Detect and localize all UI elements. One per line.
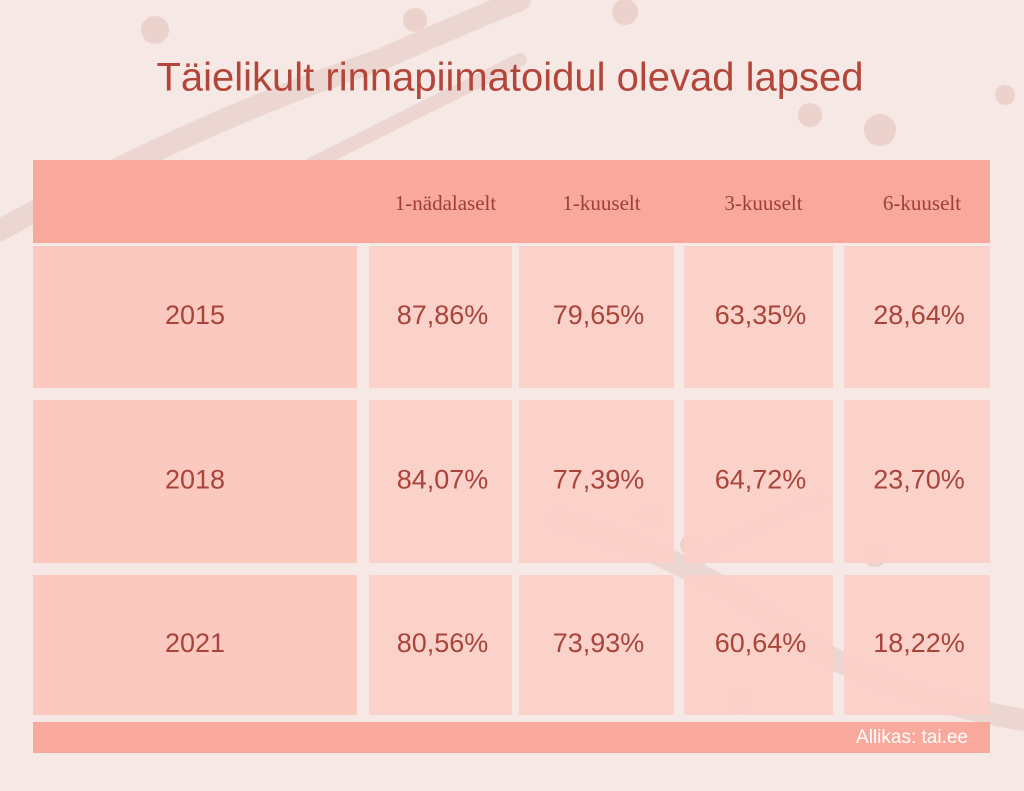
cell-bg	[519, 575, 674, 715]
column-header: 6-kuuselt	[883, 191, 961, 215]
cell-value: 63,35%	[715, 300, 807, 330]
title: Täielikult rinnapiimatoidul olevad lapse…	[156, 56, 863, 100]
cell-value: 64,72%	[715, 465, 807, 495]
table: 1-nädalaselt 1-kuuselt 3-kuuselt 6-kuuselt 2…	[33, 160, 990, 715]
cell-value: 77,39%	[553, 465, 645, 495]
row-label: 2018	[165, 465, 225, 495]
cell-bg	[844, 246, 990, 388]
cell-bg	[33, 575, 357, 715]
cell-bg	[684, 575, 833, 715]
cell-bg	[369, 575, 512, 715]
source: Allikas: tai.ee	[856, 727, 968, 748]
cell-value: 28,64%	[873, 300, 965, 330]
row-label: 2015	[165, 300, 225, 330]
cell-bg	[369, 246, 512, 388]
column-header: 3-kuuselt	[724, 191, 802, 215]
cell-bg	[844, 400, 990, 563]
cell-value: 73,93%	[553, 628, 645, 658]
cell-bg	[519, 246, 674, 388]
cell-value: 80,56%	[397, 628, 489, 658]
cell-bg	[684, 246, 833, 388]
cell-value: 84,07%	[397, 465, 489, 495]
row-label: 2021	[165, 628, 225, 658]
cell-bg	[33, 400, 357, 563]
cell-value: 79,65%	[553, 300, 645, 330]
column-header: 1-kuuselt	[562, 191, 640, 215]
cell-value: 18,22%	[873, 628, 965, 658]
cell-bg	[844, 575, 990, 715]
header-bar	[33, 160, 990, 243]
cell-value: 23,70%	[873, 465, 965, 495]
cell-bg	[684, 400, 833, 563]
cell-bg	[33, 246, 357, 388]
column-header: 1-nädalaselt	[395, 191, 497, 215]
cell-bg	[519, 400, 674, 563]
cell-value: 60,64%	[715, 628, 807, 658]
cell-bg	[369, 400, 512, 563]
cell-value: 87,86%	[397, 300, 489, 330]
footer-bar	[33, 722, 990, 753]
